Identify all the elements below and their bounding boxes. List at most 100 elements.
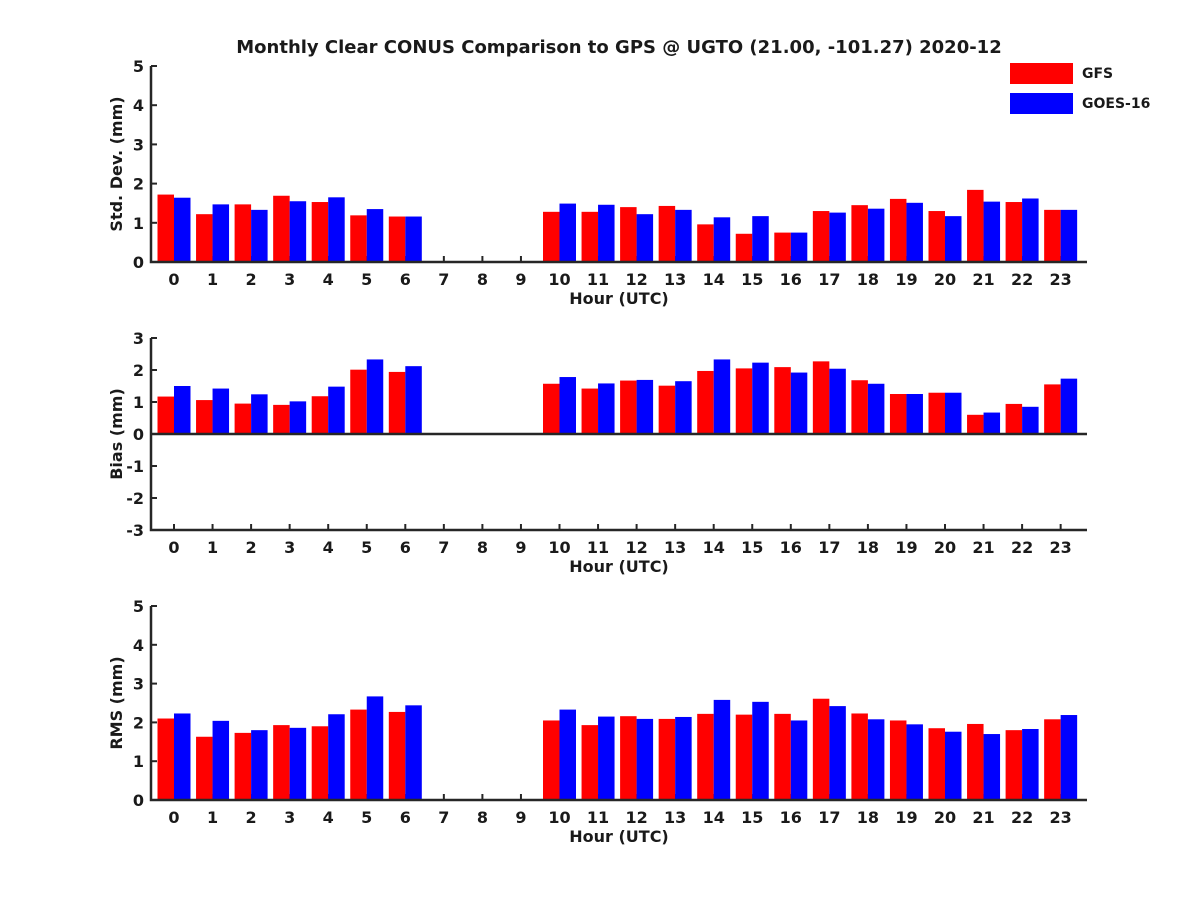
y-tick-label-std-dev-2: 2 xyxy=(133,175,144,194)
x-tick-label-std-dev-h6: 6 xyxy=(400,270,411,289)
bar-goes-16-bias-h19 xyxy=(906,394,923,434)
bar-goes-16-bias-h22 xyxy=(1022,406,1039,434)
bar-gfs-rms-h19 xyxy=(889,720,907,800)
x-tick-label-std-dev-h16: 16 xyxy=(780,270,802,289)
bar-goes-16-rms-h21 xyxy=(983,734,1001,800)
bar-gfs-rms-h13 xyxy=(658,718,676,800)
y-tick-label-rms-5: 5 xyxy=(133,597,144,616)
x-tick-label-bias-h11: 11 xyxy=(587,538,609,557)
x-tick-label-std-dev-h10: 10 xyxy=(548,270,570,289)
x-tick-label-rms-h4: 4 xyxy=(323,808,334,827)
x-tick-label-rms-h10: 10 xyxy=(548,808,570,827)
bar-gfs-bias-h6 xyxy=(388,371,406,434)
bar-goes-16-bias-h14 xyxy=(713,359,731,434)
bar-gfs-std-dev-h1 xyxy=(196,214,213,262)
x-tick-label-rms-h12: 12 xyxy=(625,808,647,827)
x-tick-label-rms-h19: 19 xyxy=(895,808,917,827)
bar-goes-16-bias-h6 xyxy=(405,366,422,434)
x-tick-label-bias-h7: 7 xyxy=(438,538,449,557)
bar-goes-16-std-dev-h13 xyxy=(675,209,692,262)
bar-gfs-bias-h5 xyxy=(350,369,367,434)
x-tick-label-rms-h8: 8 xyxy=(477,808,488,827)
x-tick-label-bias-h21: 21 xyxy=(972,538,994,557)
x-tick-label-std-dev-h18: 18 xyxy=(857,270,879,289)
x-tick-label-std-dev-h5: 5 xyxy=(361,270,372,289)
bar-goes-16-rms-h4 xyxy=(328,714,345,800)
bar-gfs-rms-h23 xyxy=(1044,719,1061,800)
bar-goes-16-rms-h17 xyxy=(829,706,846,800)
x-tick-label-std-dev-h2: 2 xyxy=(246,270,257,289)
y-tick-label-rms-2: 2 xyxy=(133,713,144,732)
bar-goes-16-rms-h5 xyxy=(366,696,384,800)
bar-gfs-bias-h13 xyxy=(658,385,676,434)
x-tick-label-std-dev-h4: 4 xyxy=(323,270,334,289)
x-tick-label-rms-h2: 2 xyxy=(246,808,257,827)
x-tick-label-bias-h8: 8 xyxy=(477,538,488,557)
x-tick-label-rms-h14: 14 xyxy=(703,808,725,827)
bar-goes-16-rms-h12 xyxy=(636,718,654,800)
bar-gfs-std-dev-h4 xyxy=(311,202,329,262)
bar-goes-16-bias-h18 xyxy=(867,383,885,434)
x-tick-label-bias-h13: 13 xyxy=(664,538,686,557)
x-tick-label-bias-h1: 1 xyxy=(207,538,218,557)
bar-gfs-rms-h12 xyxy=(620,716,637,800)
bar-goes-16-bias-h4 xyxy=(328,386,345,434)
x-tick-label-std-dev-h9: 9 xyxy=(515,270,526,289)
x-axis-label-rms: Hour (UTC) xyxy=(569,827,669,846)
bar-goes-16-std-dev-h6 xyxy=(405,216,422,262)
bar-goes-16-rms-h19 xyxy=(906,724,923,800)
bar-gfs-rms-h17 xyxy=(812,698,830,800)
bar-gfs-rms-h18 xyxy=(851,713,868,800)
bar-gfs-bias-h2 xyxy=(234,403,252,434)
x-tick-label-bias-h18: 18 xyxy=(857,538,879,557)
y-tick-label-bias-3: 3 xyxy=(133,329,144,348)
bar-gfs-rms-h3 xyxy=(273,725,290,800)
subplot-rms: 0 1 2 3 4 5 6 7 8 9 10 11 12 13 14 15 16 17 18 19 20 21 22 2301… xyxy=(107,597,1087,846)
y-tick-label-rms-1: 1 xyxy=(133,752,144,771)
bar-gfs-rms-h11 xyxy=(581,725,599,800)
bar-goes-16-bias-h2 xyxy=(251,394,268,434)
x-tick-label-rms-h1: 1 xyxy=(207,808,218,827)
x-tick-label-bias-h4: 4 xyxy=(323,538,334,557)
bar-goes-16-std-dev-h3 xyxy=(289,201,307,262)
y-tick-label-bias--2: -2 xyxy=(126,489,144,508)
x-tick-label-rms-h23: 23 xyxy=(1050,808,1072,827)
bar-goes-16-bias-h5 xyxy=(366,359,384,434)
bar-goes-16-std-dev-h14 xyxy=(713,217,731,262)
bar-goes-16-rms-h20 xyxy=(945,731,962,800)
bar-gfs-std-dev-h16 xyxy=(774,232,791,262)
x-tick-label-rms-h18: 18 xyxy=(857,808,879,827)
bar-gfs-rms-h20 xyxy=(928,728,945,800)
legend: GFS GOES-16 xyxy=(1010,63,1150,123)
bar-gfs-std-dev-h3 xyxy=(273,195,290,262)
x-tick-label-bias-h17: 17 xyxy=(818,538,840,557)
y-tick-label-bias-1: 1 xyxy=(133,393,144,412)
bar-goes-16-bias-h12 xyxy=(636,379,654,434)
bar-gfs-std-dev-h10 xyxy=(543,211,560,262)
x-tick-label-std-dev-h23: 23 xyxy=(1050,270,1072,289)
bar-gfs-bias-h15 xyxy=(735,368,753,434)
bar-goes-16-rms-h10 xyxy=(559,709,576,800)
x-tick-label-rms-h3: 3 xyxy=(284,808,295,827)
y-tick-label-rms-0: 0 xyxy=(133,791,144,810)
x-tick-label-bias-h9: 9 xyxy=(515,538,526,557)
legend-item-goes-16: GOES-16 xyxy=(1010,93,1150,114)
bar-goes-16-rms-h15 xyxy=(752,701,769,800)
y-tick-label-bias--3: -3 xyxy=(126,521,144,540)
bar-gfs-std-dev-h22 xyxy=(1005,202,1023,262)
bar-gfs-std-dev-h5 xyxy=(350,215,367,262)
bar-gfs-rms-h16 xyxy=(774,713,791,800)
x-tick-label-std-dev-h21: 21 xyxy=(972,270,994,289)
bar-goes-16-std-dev-h17 xyxy=(829,212,846,262)
y-tick-label-std-dev-3: 3 xyxy=(133,135,144,154)
bar-goes-16-bias-h1 xyxy=(212,388,230,434)
y-axis-label-rms: RMS (mm) xyxy=(107,656,126,749)
bar-gfs-bias-h0 xyxy=(157,396,174,434)
bar-goes-16-rms-h0 xyxy=(174,713,191,800)
bar-gfs-std-dev-h17 xyxy=(812,211,830,262)
bar-gfs-std-dev-h0 xyxy=(157,194,174,262)
bar-gfs-bias-h22 xyxy=(1005,403,1023,434)
bar-gfs-bias-h11 xyxy=(581,388,599,434)
axis-spines-rms xyxy=(149,606,1087,802)
y-tick-label-bias-2: 2 xyxy=(133,361,144,380)
